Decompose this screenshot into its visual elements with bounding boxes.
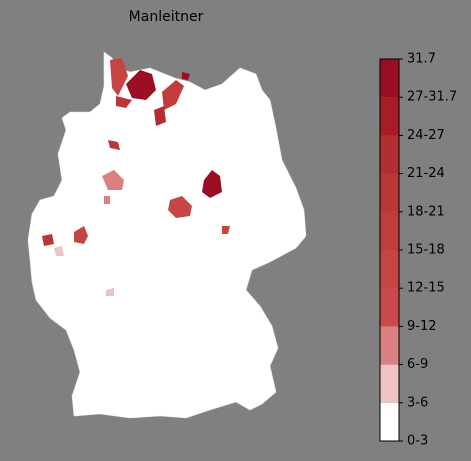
region [222,226,230,234]
region [154,106,166,126]
region [168,196,192,218]
region [54,246,64,256]
colorbar-segment [380,211,399,250]
colorbar-tick-label: 0-3 [407,434,428,449]
colorbar-segment [380,402,399,441]
region [182,72,190,80]
country-outline [27,51,307,419]
region [74,226,88,244]
colorbar-segment [380,364,399,403]
colorbar-tick-label: 24-27 [407,128,445,143]
region [104,196,110,204]
colorbar: 0-3 3-6 6-9 9-12 12-15 15-18 18-21 21-24 24-27 27… [379,52,457,449]
colorbar-tick-label: 18-21 [407,204,445,219]
colorbar-segment [380,288,399,327]
colorbar-segment [380,326,399,365]
colorbar-tick-label: 3-6 [407,395,428,410]
colorbar-segment [380,59,399,98]
colorbar-tick-label: 31.7 [407,52,436,67]
colorbar-tick-label: 9-12 [407,319,437,334]
region [106,288,114,296]
germany-map [27,51,307,419]
region [202,170,222,198]
region [110,58,128,96]
colorbar-segment [380,250,399,289]
colorbar-tick-label: 6-9 [407,357,428,372]
region [102,170,124,190]
colorbar-tick-label: 12-15 [407,281,445,296]
region [116,96,132,108]
colorbar-segment [380,173,399,212]
region [42,234,54,246]
colorbar-segment [380,135,399,174]
map-title: Manleitner [129,9,204,25]
region [108,140,120,150]
colorbar-tick-label: 21-24 [407,166,445,181]
region [126,70,156,100]
colorbar-tick-label: 27-31.7 [407,90,457,105]
colorbar-segment [380,97,399,136]
colorbar-tick-label: 15-18 [407,243,445,258]
region [162,80,184,110]
